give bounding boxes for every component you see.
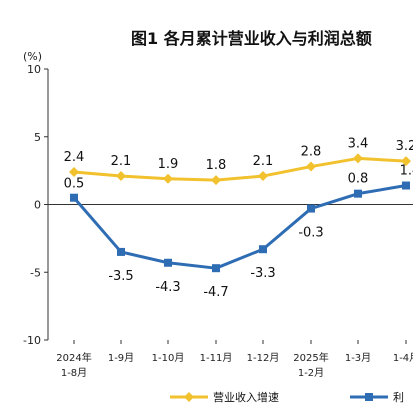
series-line xyxy=(73,156,407,182)
y-tick-label: 5 xyxy=(34,131,41,144)
y-tick-label: -10 xyxy=(23,334,41,347)
x-tick-label: 1-3月 xyxy=(345,352,371,364)
data-point-marker xyxy=(116,171,126,182)
legend: 营业收入增速 利 xyxy=(170,390,404,404)
data-label: 0.5 xyxy=(64,177,85,192)
data-point-marker xyxy=(354,189,362,198)
data-label: 2.8 xyxy=(301,145,322,160)
data-label: -3.5 xyxy=(108,269,133,284)
data-label: 1.8 xyxy=(206,158,227,173)
legend-label: 营业收入增速 xyxy=(213,390,279,404)
data-label: 2.4 xyxy=(64,150,85,165)
data-label: 0.8 xyxy=(348,172,369,187)
legend-item: 营业收入增速 xyxy=(170,390,279,404)
data-label: 1.9 xyxy=(158,157,179,172)
data-label: 3.4 xyxy=(348,136,369,151)
axes: 10 5 0 -5 -10 2024年 1-8月 1-9月 1-10月 1-11月 1-12月 202… xyxy=(23,63,413,379)
legend-swatch-marker xyxy=(365,393,373,401)
x-tick-label: 1-10月 xyxy=(152,352,185,364)
series-line xyxy=(72,184,407,270)
data-point-marker xyxy=(353,153,363,164)
x-tick-label: 1-9月 xyxy=(108,352,134,364)
data-point-marker xyxy=(70,193,78,202)
data-point-marker xyxy=(402,181,410,190)
data-label: 3.2 xyxy=(396,139,413,154)
chart-title: 图1 各月累计营业收入与利润总额 xyxy=(131,29,372,48)
x-tick-label: 2024年 xyxy=(56,351,91,364)
data-label: -3.3 xyxy=(250,266,275,281)
y-tick-label: -5 xyxy=(30,266,41,279)
x-tick-label: 1-8月 xyxy=(61,367,87,379)
data-point-marker xyxy=(164,258,172,267)
data-label: 1.4 xyxy=(400,164,413,179)
x-tick-label: 1-12月 xyxy=(247,352,280,364)
data-point-marker xyxy=(306,161,316,172)
x-tick-label: 1-2月 xyxy=(298,367,324,379)
data-point-marker xyxy=(307,204,315,213)
data-label: 2.1 xyxy=(253,154,274,169)
data-point-marker xyxy=(117,247,125,256)
legend-item: 利 xyxy=(350,391,404,404)
data-label: -4.3 xyxy=(155,280,180,295)
data-label: -4.7 xyxy=(203,285,228,300)
data-point-marker xyxy=(401,156,411,167)
x-tick-label: 1-4月 xyxy=(393,352,413,364)
label-layer: 2.4 2.1 1.9 1.8 2.1 2.8 3.4 3.2 0.5 -3.5 -4.3 -4.7 -… xyxy=(64,136,413,300)
y-axis-label: (%) xyxy=(23,50,42,63)
legend-label: 利 xyxy=(393,391,404,404)
data-point-marker xyxy=(69,166,79,177)
data-point-marker xyxy=(258,171,268,182)
x-tick-label: 1-11月 xyxy=(200,352,233,364)
x-tick-label: 2025年 xyxy=(293,351,328,364)
data-point-marker xyxy=(212,264,220,273)
data-point-marker xyxy=(211,175,221,186)
y-tick-label: 0 xyxy=(34,199,41,212)
series-layer xyxy=(69,153,411,273)
data-label: -0.3 xyxy=(298,226,323,241)
legend-swatch-marker xyxy=(184,392,194,402)
y-tick-label: 10 xyxy=(27,63,41,76)
data-point-marker xyxy=(259,245,267,254)
data-label: 2.1 xyxy=(111,154,132,169)
data-point-marker xyxy=(163,173,173,184)
